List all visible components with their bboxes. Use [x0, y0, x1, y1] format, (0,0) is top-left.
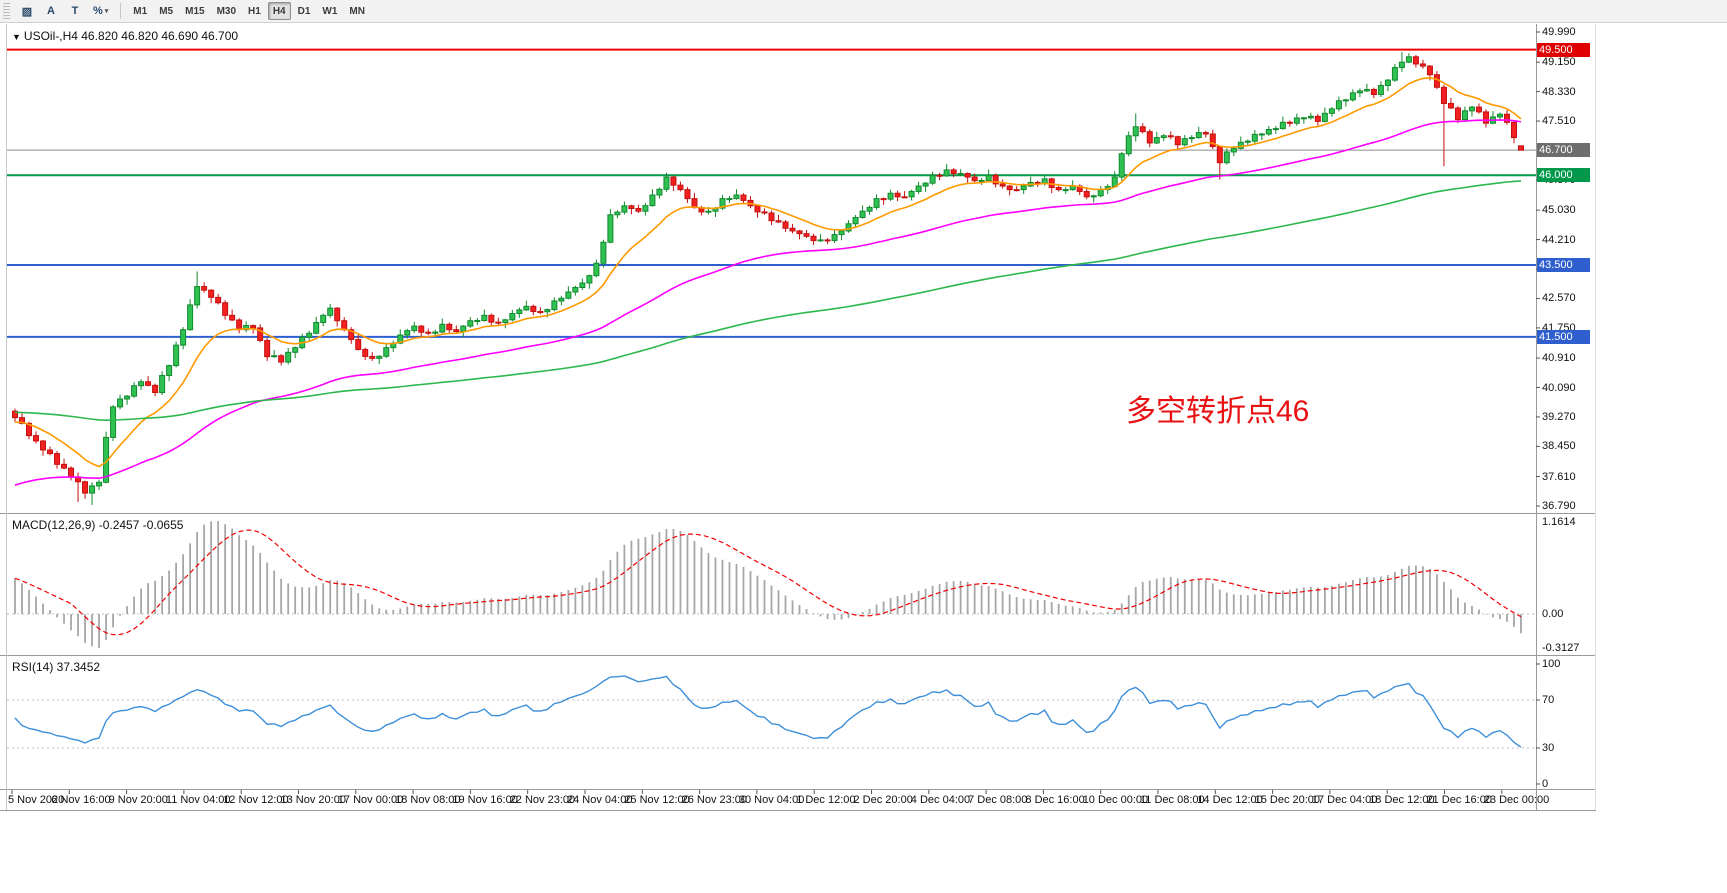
price-label: 42.570	[1542, 292, 1576, 305]
price-label: 49.990	[1542, 26, 1576, 38]
chart-expand-icon[interactable]: ▼	[12, 32, 21, 42]
price-label: 38.450	[1542, 440, 1576, 453]
timeframe-button-w1[interactable]: W1	[317, 2, 342, 20]
time-label: 2 Dec 20:00	[853, 794, 913, 806]
time-label: 11 Dec 08:00	[1140, 794, 1205, 806]
time-label: 1 Dec 12:00	[796, 794, 856, 806]
macd-scale-label: -0.3127	[1542, 642, 1580, 654]
rsi-scale-label: 100	[1542, 658, 1561, 670]
price-label: 45.030	[1542, 204, 1576, 217]
macd-indicator[interactable]	[7, 521, 1536, 648]
price-label: 49.150	[1542, 56, 1576, 69]
rsi-scale-label: 0	[1542, 778, 1549, 790]
macd-scale-label: 1.1614	[1542, 516, 1576, 528]
time-label: 18 Dec 12:00	[1369, 794, 1435, 806]
price-badge: 43.500	[1537, 258, 1590, 273]
rsi-scale-label: 30	[1542, 742, 1555, 754]
time-label: 4 Dec 04:00	[910, 794, 971, 806]
toolbar-grip[interactable]	[3, 3, 10, 19]
time-label: 22 Nov 23:00	[509, 794, 576, 806]
rsi-header: RSI(14) 37.3452	[12, 660, 101, 674]
time-label: 15 Dec 20:00	[1254, 794, 1321, 806]
rsi-line	[14, 675, 1522, 748]
price-label: 37.610	[1542, 470, 1576, 483]
time-label: 12 Nov 12:00	[223, 794, 289, 806]
time-label: 8 Dec 16:00	[1025, 794, 1085, 806]
price-badge: 41.500	[1537, 329, 1590, 344]
time-label: 9 Nov 20:00	[108, 794, 168, 806]
symbol-ohlc-header: ▼ USOil-,H4 46.820 46.820 46.690 46.700	[12, 29, 238, 43]
price-label: 40.090	[1542, 381, 1576, 394]
toolbar: ▨ A T% ▾ M1 M5 M15 M30 H1 H4 D1 W1 MN	[0, 0, 1727, 23]
time-label: 24 Nov 04:00	[567, 794, 633, 806]
price-label: 47.510	[1542, 115, 1576, 128]
toolbar-tools: ▨ A T% ▾	[15, 2, 114, 20]
price-label: 40.910	[1542, 352, 1576, 365]
timeframe-button-m30[interactable]: M30	[212, 2, 241, 20]
price-label: 36.790	[1542, 500, 1576, 512]
horizontal-line-objects[interactable]	[7, 48, 1536, 338]
timeframe-toolbar: M1 M5 M15 M30 H1 H4 D1 W1 MN	[127, 2, 371, 20]
time-label: 19 Nov 16:00	[452, 794, 518, 806]
ma-fast	[14, 77, 1522, 468]
price-label: 44.210	[1542, 233, 1576, 246]
price-label: 39.270	[1542, 410, 1576, 423]
timeframe-button-h1[interactable]: H1	[243, 2, 266, 20]
timeframe-button-m15[interactable]: M15	[180, 2, 209, 20]
timeframe-button-m5[interactable]: M5	[154, 2, 178, 20]
rsi-indicator[interactable]	[7, 675, 1536, 749]
time-label: 6 Nov 16:00	[51, 794, 111, 806]
candlestick-series[interactable]	[12, 52, 1524, 505]
rsi-scale-label: 70	[1542, 694, 1555, 706]
time-label: 26 Nov 23:00	[681, 794, 748, 806]
text-tool[interactable]: T	[64, 2, 86, 20]
scale-tool[interactable]: % ▾	[88, 2, 113, 20]
ma-slow	[14, 180, 1522, 422]
chart-canvas[interactable]	[0, 0, 1596, 812]
timeframe-button-d1[interactable]: D1	[293, 2, 316, 20]
time-label: 10 Dec 00:00	[1082, 794, 1149, 806]
time-label: 23 Dec 00:00	[1483, 794, 1550, 806]
time-label: 17 Dec 04:00	[1311, 794, 1378, 806]
dropdown-arrow-icon: ▾	[104, 8, 109, 15]
macd-signal-line	[14, 529, 1522, 636]
time-label: 25 Nov 12:00	[624, 794, 690, 806]
cursor-tool[interactable]: A	[40, 2, 62, 20]
time-label: 18 Nov 08:00	[395, 794, 461, 806]
timeframe-button-mn[interactable]: MN	[344, 2, 370, 20]
price-badge: 49.500	[1537, 42, 1590, 57]
macd-scale-label: 0.00	[1542, 608, 1564, 621]
time-label: 5 Nov 2020	[8, 794, 65, 806]
timeframe-button-h4[interactable]: H4	[267, 2, 291, 20]
chart-annotation[interactable]: 多空转折点46	[1126, 395, 1310, 428]
price-badge: 46.700	[1537, 143, 1590, 158]
price-badge: 46.000	[1537, 168, 1590, 183]
time-label: 30 Nov 04:00	[738, 794, 805, 806]
macd-header: MACD(12,26,9) -0.2457 -0.0655	[12, 518, 184, 532]
time-label: 13 Nov 20:00	[280, 794, 346, 806]
time-label: 21 Dec 16:00	[1426, 794, 1492, 806]
time-label: 7 Dec 08:00	[968, 794, 1028, 806]
symbol-ohlc-text: USOil-,H4 46.820 46.820 46.690 46.700	[23, 29, 239, 43]
price-label: 48.330	[1542, 85, 1576, 98]
time-label: 14 Dec 12:00	[1197, 794, 1263, 806]
timeframe-button-m1[interactable]: M1	[128, 2, 152, 20]
chart-properties-tool[interactable]: ▨	[16, 2, 38, 20]
time-label: 17 Nov 00:00	[337, 794, 404, 806]
toolbar-separator	[120, 3, 122, 19]
time-label: 11 Nov 04:00	[165, 794, 231, 806]
